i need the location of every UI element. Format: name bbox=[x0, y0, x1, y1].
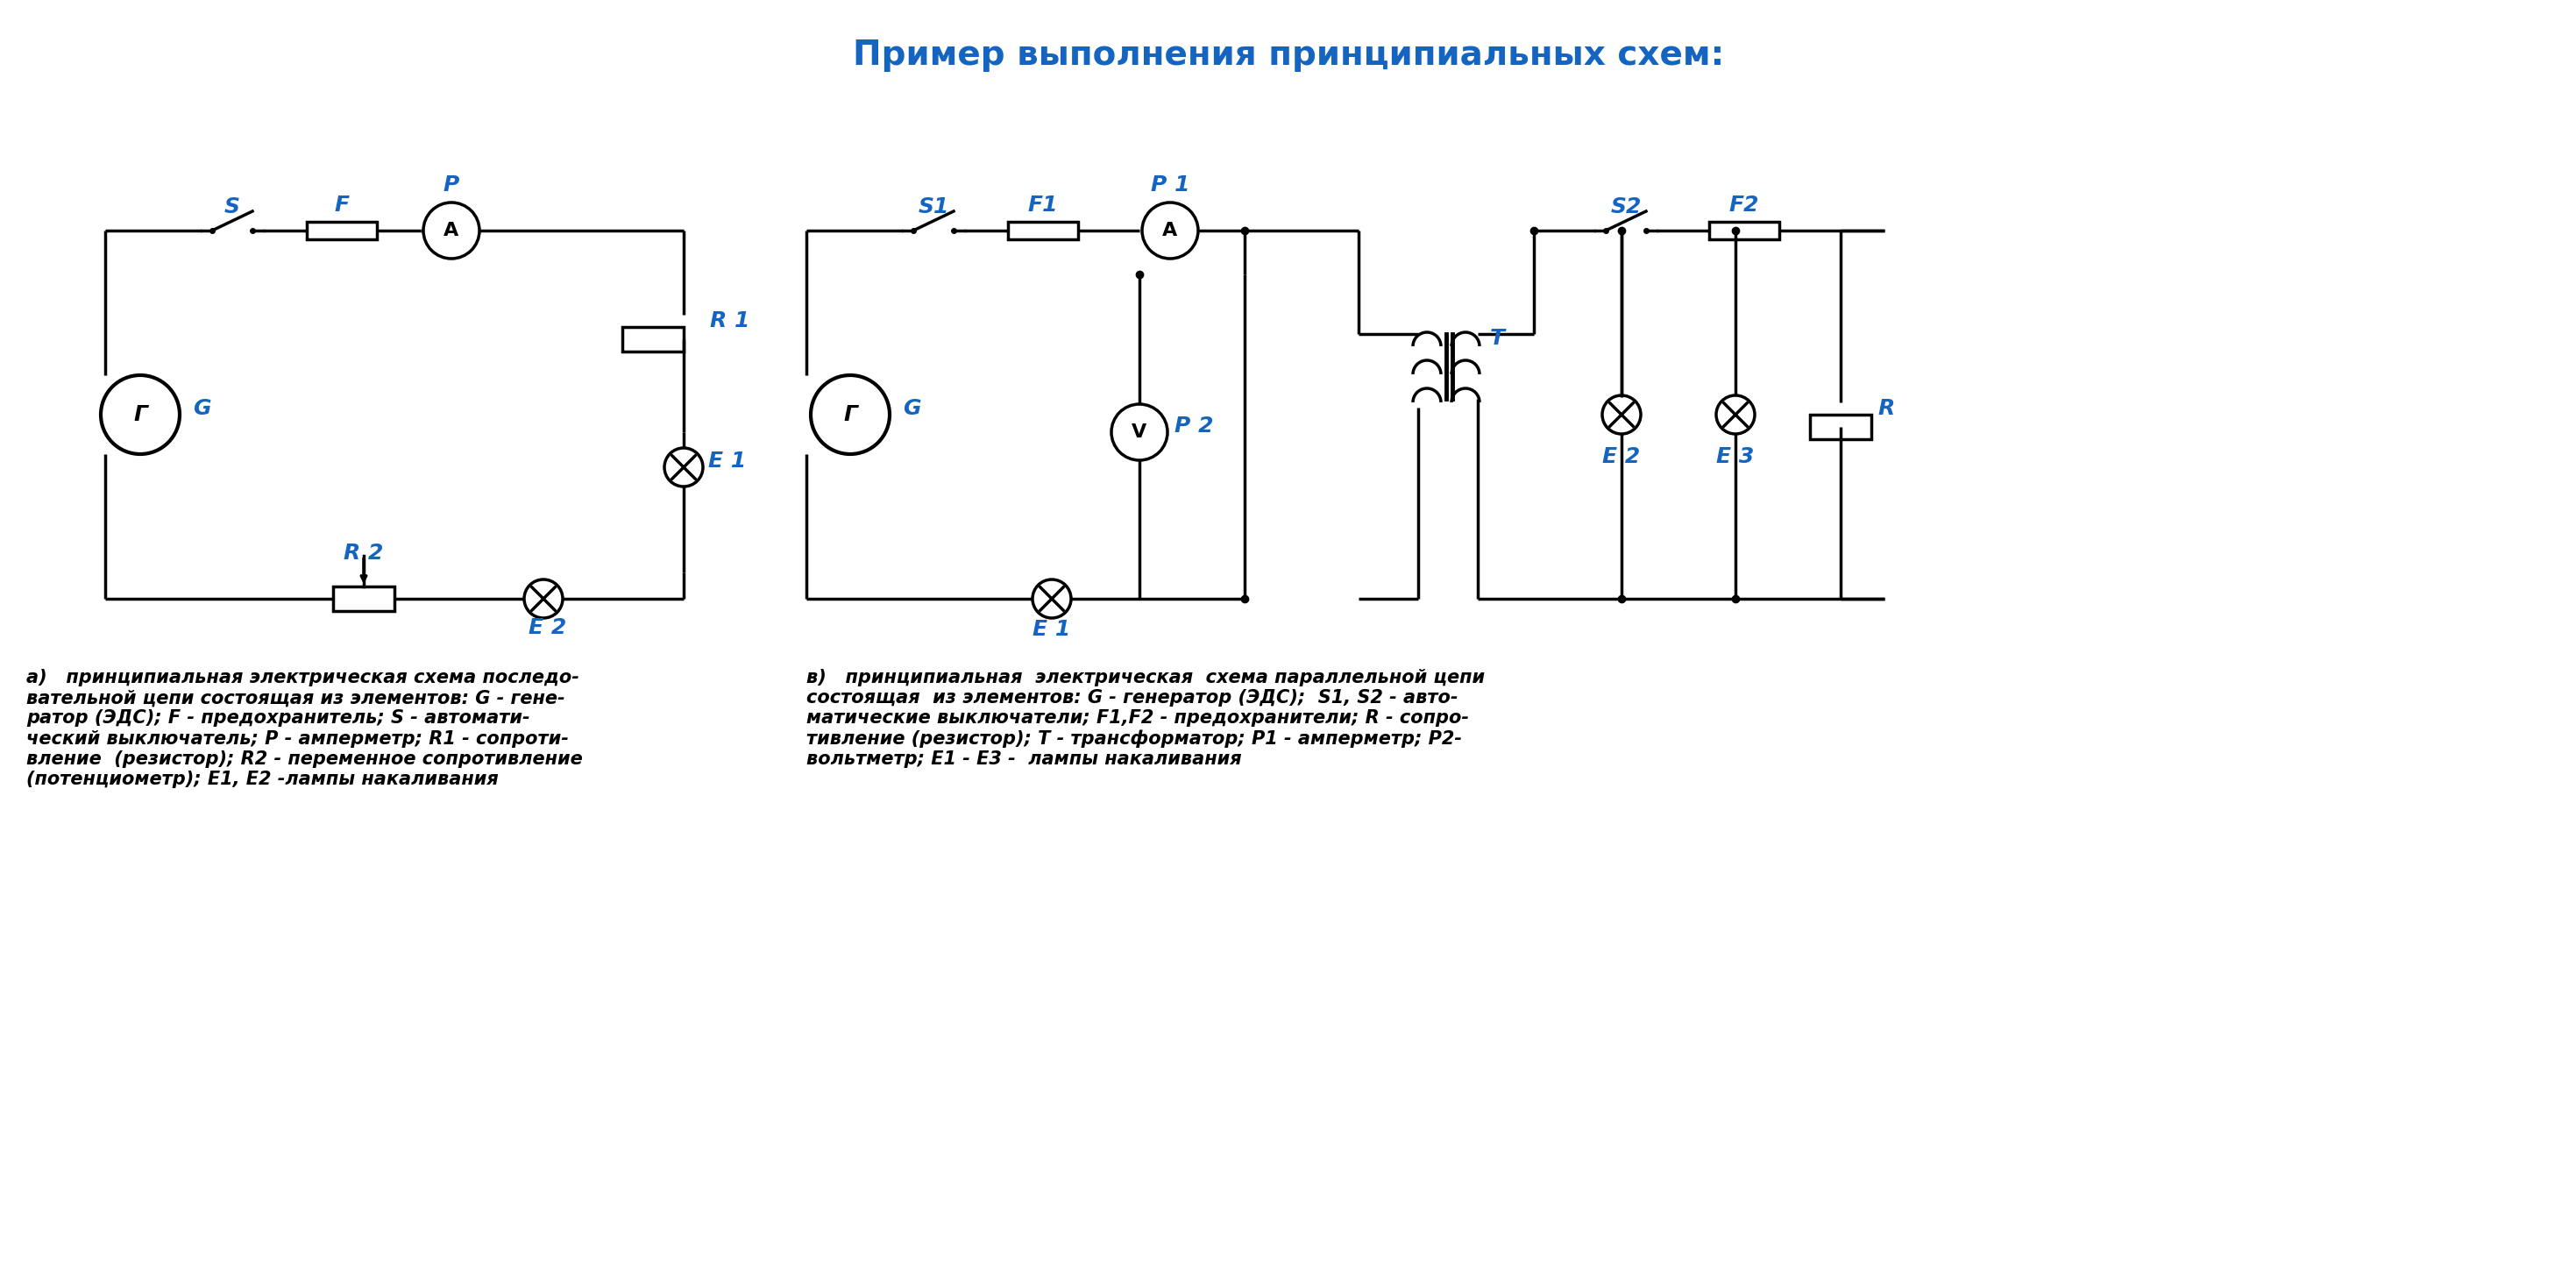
Text: P 2: P 2 bbox=[1175, 415, 1213, 436]
Text: P 1: P 1 bbox=[1151, 175, 1190, 196]
Text: F: F bbox=[335, 195, 350, 215]
Text: A: A bbox=[1162, 221, 1177, 239]
Text: в)   принципиальная  электрическая  схема параллельной цепи
состоящая  из элемен: в) принципиальная электрическая схема па… bbox=[806, 669, 1484, 768]
Text: F1: F1 bbox=[1028, 195, 1059, 215]
Text: T: T bbox=[1489, 328, 1504, 349]
Text: S1: S1 bbox=[917, 196, 948, 218]
Text: V: V bbox=[1131, 424, 1146, 441]
Text: S: S bbox=[224, 196, 240, 218]
Text: Г: Г bbox=[134, 404, 147, 425]
Text: E 1: E 1 bbox=[1033, 619, 1072, 640]
Text: Г: Г bbox=[842, 404, 858, 425]
Text: E 1: E 1 bbox=[708, 450, 747, 472]
Bar bbox=[332, 587, 394, 611]
Text: R 2: R 2 bbox=[343, 543, 384, 564]
Text: F2: F2 bbox=[1728, 195, 1759, 215]
Text: E 2: E 2 bbox=[1602, 447, 1641, 467]
Text: E 2: E 2 bbox=[528, 617, 567, 639]
Text: Пример выполнения принципиальных схем:: Пример выполнения принципиальных схем: bbox=[853, 38, 1723, 72]
Text: A: A bbox=[443, 221, 459, 239]
Text: а)   принципиальная электрическая схема последо-
вательной цепи состоящая из эле: а) принципиальная электрическая схема по… bbox=[26, 669, 582, 788]
Bar bbox=[1708, 221, 1780, 239]
Text: E 3: E 3 bbox=[1716, 447, 1754, 467]
Bar bbox=[307, 221, 376, 239]
Text: R 1: R 1 bbox=[711, 310, 750, 331]
Text: G: G bbox=[193, 398, 211, 419]
Bar bbox=[1007, 221, 1079, 239]
Text: P: P bbox=[443, 175, 459, 196]
Text: S2: S2 bbox=[1610, 196, 1641, 218]
Text: R: R bbox=[1878, 398, 1893, 419]
Bar bbox=[1811, 415, 1870, 439]
Text: G: G bbox=[902, 398, 920, 419]
Bar bbox=[623, 326, 683, 352]
